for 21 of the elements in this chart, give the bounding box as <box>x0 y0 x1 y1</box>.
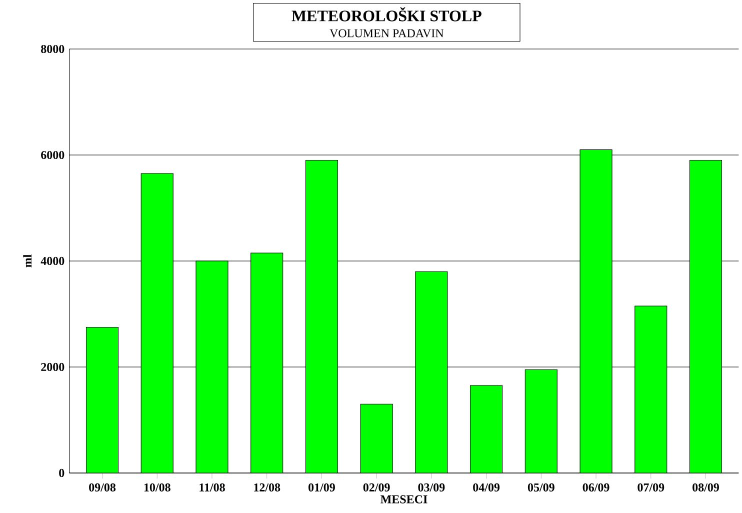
x-tick-label: 06/09 <box>582 483 610 492</box>
x-tick-label: 03/09 <box>418 483 445 492</box>
y-tick-label: 4000 <box>40 256 64 266</box>
x-tick-label: 10/08 <box>144 483 170 492</box>
x-tick-label: 09/08 <box>89 483 116 492</box>
chart-title: METEOROLOŠKI STOLP <box>292 7 482 22</box>
y-axis-title: ml <box>23 254 32 268</box>
y-tick-label: 6000 <box>41 150 64 160</box>
y-tick-label: 8000 <box>41 44 64 54</box>
x-tick-label: 07/09 <box>638 483 664 492</box>
x-tick-label: 12/08 <box>254 483 280 492</box>
x-tick-label: 11/08 <box>200 483 225 492</box>
y-tick-label: 2000 <box>41 362 64 372</box>
x-tick-label: 08/09 <box>692 483 719 492</box>
x-tick-label: 04/09 <box>473 483 500 492</box>
x-axis-title: MESECI <box>380 495 428 504</box>
x-tick-label: 05/09 <box>528 483 554 492</box>
chart-subtitle: VOLUMEN PADAVIN <box>330 29 444 38</box>
y-tick-label: 0 <box>59 468 64 478</box>
x-tick-label: 01/09 <box>308 483 335 492</box>
x-tick-label: 02/09 <box>363 483 390 492</box>
